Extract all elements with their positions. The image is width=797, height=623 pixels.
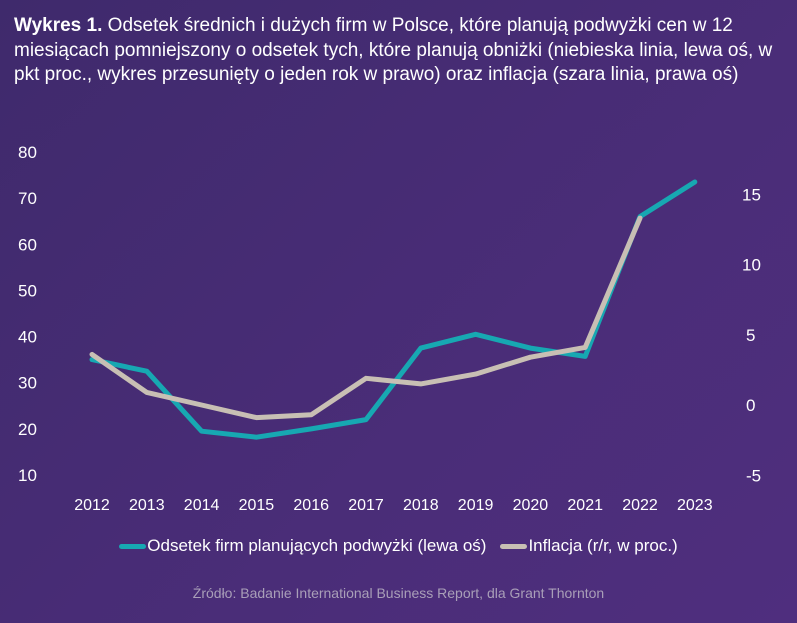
- legend-item-gray: Inflacja (r/r, w proc.): [500, 536, 678, 556]
- legend-label: Odsetek firm planujących podwyżki (lewa …: [147, 536, 487, 555]
- legend-item-teal: Odsetek firm planujących podwyżki (lewa …: [119, 536, 486, 556]
- chart-title-label: Wykres 1.: [14, 15, 103, 36]
- x-tick-label: 2021: [567, 497, 603, 514]
- y-left-tick-label: 10: [18, 466, 37, 485]
- y-left-tick-label: 70: [18, 189, 37, 208]
- y-right-tick-label: 15: [742, 185, 761, 204]
- y-left-tick-label: 40: [18, 328, 37, 347]
- y-right-tick-label: -5: [746, 466, 761, 485]
- chart-title-text: Odsetek średnich i dużych firm w Polsce,…: [14, 15, 773, 85]
- legend-swatch-gray: [500, 543, 528, 549]
- y-left-tick-label: 30: [18, 374, 37, 393]
- y-left-tick-label: 50: [18, 281, 37, 300]
- x-tick-label: 2012: [74, 497, 110, 514]
- x-tick-label: 2022: [622, 497, 658, 514]
- y-left-tick-label: 20: [18, 420, 37, 439]
- x-tick-label: 2017: [348, 497, 384, 514]
- y-right-tick-label: 5: [746, 326, 755, 345]
- y-right-tick-label: 0: [746, 396, 755, 415]
- x-tick-label: 2019: [458, 497, 494, 514]
- x-tick-label: 2013: [129, 497, 165, 514]
- x-tick-label: 2023: [677, 497, 713, 514]
- source-note: Źródło: Badanie International Business R…: [192, 585, 605, 601]
- y-left-tick-label: 80: [18, 143, 37, 162]
- x-tick-label: 2020: [513, 497, 549, 514]
- x-tick-label: 2018: [403, 497, 439, 514]
- y-left-tick-label: 60: [18, 235, 37, 254]
- series-line-inflation: [89, 215, 643, 421]
- series-line-price-increase: [89, 179, 698, 440]
- x-tick-label: 2016: [293, 497, 329, 514]
- legend-label: Inflacja (r/r, w proc.): [528, 536, 678, 555]
- legend-swatch-teal: [119, 543, 147, 549]
- chart-title: Wykres 1. Odsetek średnich i dużych firm…: [14, 14, 789, 88]
- legend: Odsetek firm planujących podwyżki (lewa …: [0, 536, 797, 556]
- x-tick-label: 2015: [239, 497, 275, 514]
- x-tick-label: 2014: [184, 497, 220, 514]
- y-right-tick-label: 10: [742, 256, 761, 275]
